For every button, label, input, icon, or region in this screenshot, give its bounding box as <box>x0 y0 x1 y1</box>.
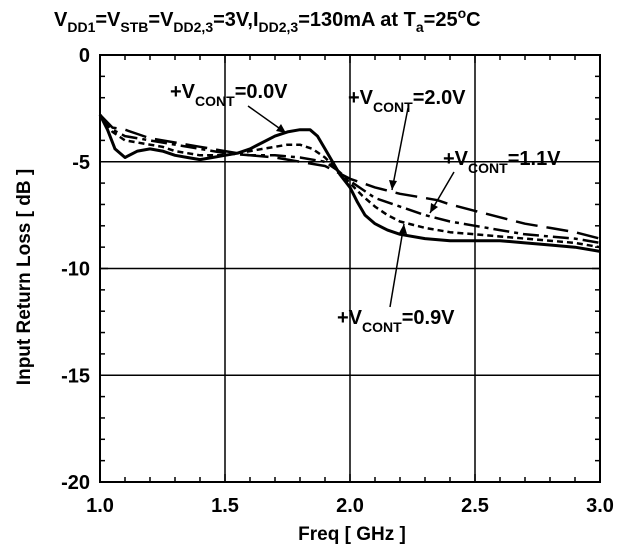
annotation-arrowhead <box>389 180 397 190</box>
title-sub: DD1 <box>67 19 95 35</box>
y-tick-label: -15 <box>61 365 90 387</box>
plot-frame <box>99 54 601 483</box>
title-sub: a <box>416 19 424 35</box>
x-tick-label: 3.0 <box>586 495 614 517</box>
title-sub: DD2,3 <box>173 19 213 35</box>
series-line-0 <box>98 114 601 253</box>
title-part: =3V,I <box>213 9 258 31</box>
title-part: =V <box>148 9 174 31</box>
series-line-1 <box>98 114 601 249</box>
x-tick-label: 1.0 <box>86 495 114 517</box>
annotation-vcont-2-0: +VCONT=2.0V <box>348 87 466 115</box>
series-layer <box>98 113 601 253</box>
annotation-arrowhead <box>276 124 286 133</box>
title-sub: STB <box>120 19 148 35</box>
annotation-arrowhead <box>430 203 438 213</box>
y-tick-label: -10 <box>61 259 90 281</box>
series-line-2 <box>99 113 601 240</box>
y-tick-labels: 0 -5 -10 -15 -20 <box>61 45 90 494</box>
y-tick-label: -20 <box>61 472 90 494</box>
title-sub: DD2,3 <box>259 19 299 35</box>
annotation-vcont-0-9: +VCONT=0.9V <box>337 307 455 335</box>
annotations: +VCONT=0.0V +VCONT=2.0V +VCONT=1.1V +VCO… <box>170 81 561 335</box>
title-part: =25 <box>424 9 458 31</box>
x-axis-label: Freq [ GHz ] <box>298 524 406 545</box>
title-part: =V <box>95 9 121 31</box>
series-line-3 <box>99 113 601 245</box>
x-tick-label: 2.0 <box>336 495 364 517</box>
y-tick-label: 0 <box>79 45 90 67</box>
title-part: V <box>54 9 68 31</box>
annotation-vcont-1-1: +VCONT=1.1V <box>443 148 561 176</box>
y-tick-label: -5 <box>72 152 90 174</box>
x-tick-labels: 1.0 1.5 2.0 2.5 3.0 <box>86 495 614 517</box>
annotation-arrow-line <box>389 223 405 308</box>
y-axis-label: Input Return Loss [ dB ] <box>14 169 35 385</box>
annotation-arrow-line <box>391 107 409 191</box>
annotation-vcont-0-0: +VCONT=0.0V <box>170 81 288 109</box>
chart-title: VDD1=VSTB=VDD2,3=3V,IDD2,3=130mA at Ta=2… <box>54 5 481 35</box>
title-sup: o <box>458 5 467 21</box>
annotation-arrowhead <box>399 224 407 234</box>
title-part: C <box>466 9 480 31</box>
x-tick-label: 2.5 <box>461 495 489 517</box>
grid <box>100 55 600 482</box>
x-tick-label: 1.5 <box>211 495 239 517</box>
title-part: =130mA at T <box>298 9 416 31</box>
